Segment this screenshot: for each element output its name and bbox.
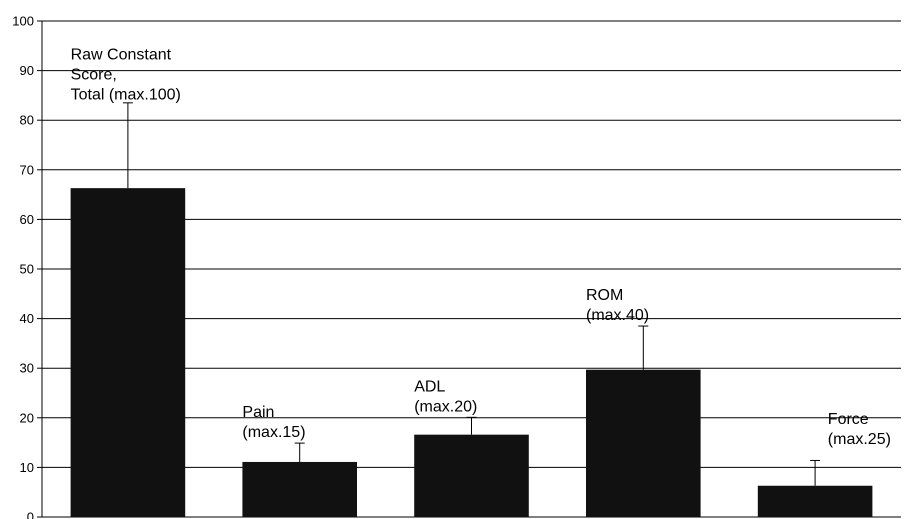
y-tick-label-4: 40 bbox=[20, 311, 34, 326]
bar-adl bbox=[414, 434, 529, 517]
y-tick-label-10: 100 bbox=[12, 14, 34, 29]
y-tick-label-5: 50 bbox=[20, 262, 34, 277]
y-axis-ticks: 0 10 20 30 40 50 60 70 80 90 100 bbox=[12, 14, 42, 519]
bar-label-total-line-0: Raw Constant bbox=[71, 47, 172, 64]
bars bbox=[70, 188, 873, 518]
bar-force bbox=[757, 485, 873, 517]
bar-label-adl-line-1: (max.20) bbox=[414, 398, 477, 415]
bar-label-force-line-0: Force bbox=[828, 411, 869, 428]
bar-pain bbox=[242, 461, 357, 517]
bar-label-pain-line-0: Pain bbox=[242, 404, 274, 421]
y-tick-label-1: 10 bbox=[20, 460, 34, 475]
bar-label-pain: Pain (max.15) bbox=[242, 404, 305, 441]
bar-label-rom-line-0: ROM bbox=[586, 287, 623, 304]
y-tick-label-2: 20 bbox=[20, 410, 34, 425]
bar-label-total-line-1: Score, bbox=[71, 67, 117, 84]
bar-label-total-line-2: Total (max.100) bbox=[71, 87, 181, 104]
bar-label-pain-line-1: (max.15) bbox=[242, 424, 305, 441]
bar-labels: Raw Constant Score, Total (max.100) Pain (ma… bbox=[71, 47, 891, 448]
bar-label-force-line-1: (max.25) bbox=[828, 431, 891, 448]
bar-label-total: Raw Constant Score, Total (max.100) bbox=[71, 47, 181, 104]
y-tick-label-7: 70 bbox=[20, 162, 34, 177]
bar-label-rom-line-1: (max.40) bbox=[586, 307, 649, 324]
bar-label-force: Force (max.25) bbox=[828, 411, 891, 448]
bar-rom bbox=[586, 369, 701, 517]
bar-label-rom: ROM (max.40) bbox=[586, 287, 649, 324]
error-bars bbox=[122, 102, 821, 486]
y-tick-label-8: 80 bbox=[20, 113, 34, 128]
bar-label-adl: ADL (max.20) bbox=[414, 378, 477, 415]
bar-total bbox=[70, 188, 186, 518]
y-tick-label-3: 30 bbox=[20, 361, 34, 376]
y-tick-label-6: 60 bbox=[20, 212, 34, 227]
bar-label-adl-line-0: ADL bbox=[414, 378, 445, 395]
y-tick-label-0: 0 bbox=[27, 510, 34, 519]
y-tick-label-9: 90 bbox=[20, 63, 34, 78]
